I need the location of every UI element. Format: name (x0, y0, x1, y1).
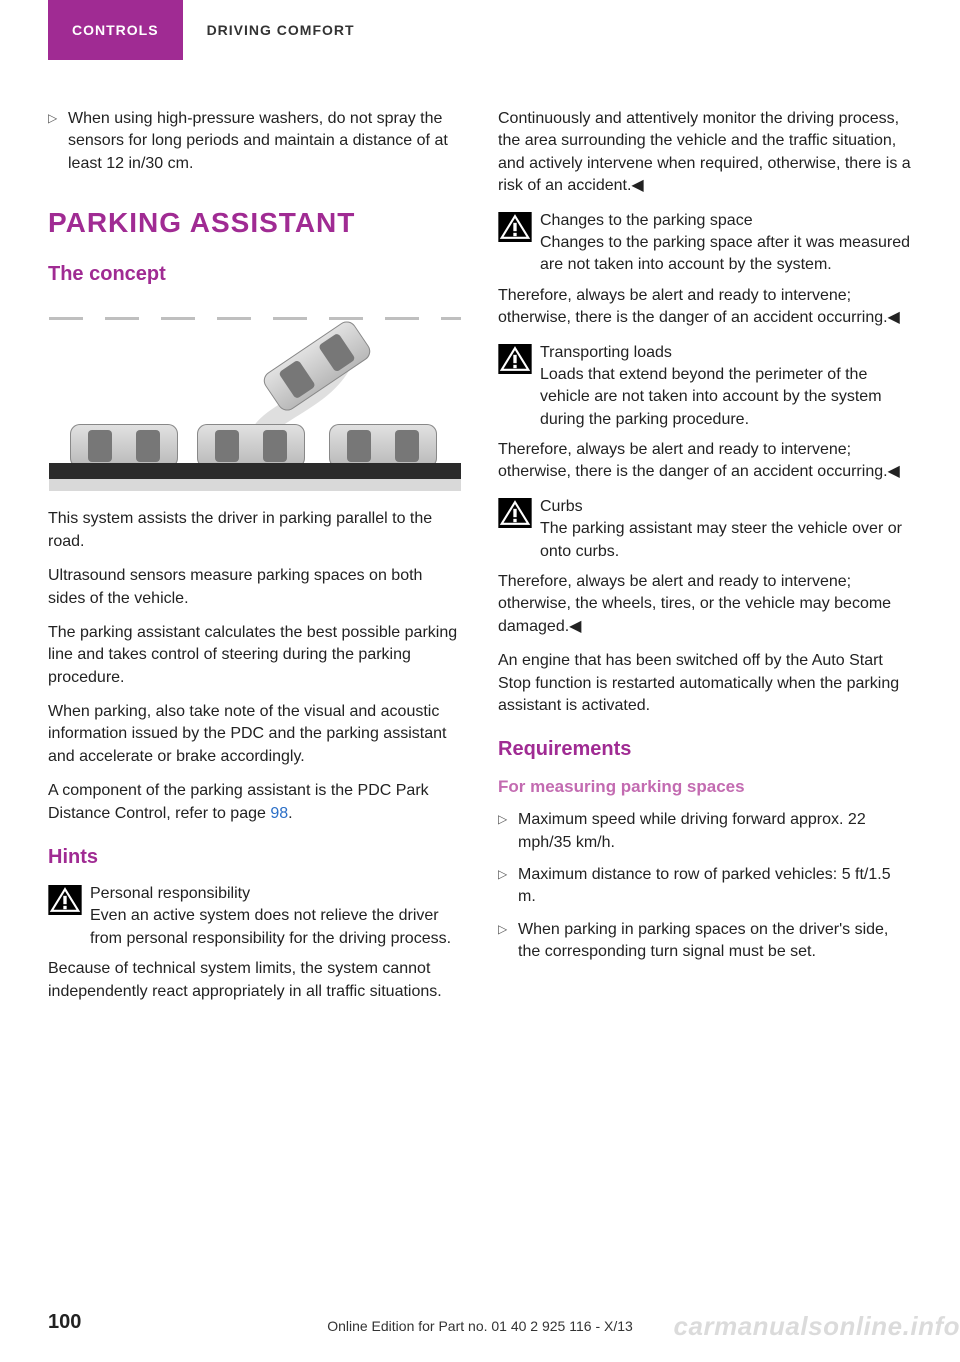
warning-block: Changes to the parking space Changes to … (498, 210, 912, 277)
warning-text: Changes to the parking space Changes to … (540, 210, 912, 277)
bullet-text: Maximum speed while driving forward appr… (518, 809, 912, 854)
text: A component of the parking assistant is … (48, 782, 429, 821)
list-item: ▷ When using high-pressure washers, do n… (48, 108, 462, 175)
heading-the-concept: The concept (48, 260, 462, 288)
bullet-text: When using high-pressure washers, do not… (68, 108, 462, 175)
warning-text: Transporting loads Loads that extend bey… (540, 342, 912, 432)
warning-body: Even an active system does not relieve t… (90, 907, 451, 946)
parking-concept-diagram (48, 300, 462, 494)
heading-measuring-spaces: For measuring parking spaces (498, 775, 912, 799)
paragraph: When parking, also take note of the visu… (48, 701, 462, 768)
list-item: ▷ Maximum distance to row of parked vehi… (498, 864, 912, 909)
list-item: ▷ Maximum speed while driving forward ap… (498, 809, 912, 854)
bullet-text: When parking in parking spaces on the dr… (518, 919, 912, 964)
paragraph: Therefore, always be alert and ready to … (498, 285, 912, 330)
car-parked-icon (197, 424, 305, 468)
car-parked-icon (70, 424, 178, 468)
warning-title: Transporting loads (540, 342, 912, 364)
bullet-text: Maximum distance to row of parked vehicl… (518, 864, 912, 909)
warning-block: Curbs The parking assistant may steer th… (498, 496, 912, 563)
warning-block: Personal responsibility Even an active s… (48, 883, 462, 950)
warning-triangle-icon (498, 212, 532, 242)
warning-triangle-icon (498, 498, 532, 528)
bullet-triangle-icon: ▷ (498, 864, 518, 886)
warning-triangle-icon (498, 344, 532, 374)
page: CONTROLS DRIVING COMFORT ▷ When using hi… (0, 0, 960, 1362)
warning-body: Loads that extend beyond the perimeter o… (540, 366, 882, 428)
warning-title: Curbs (540, 496, 912, 518)
car-parked-icon (329, 424, 437, 468)
heading-requirements: Requirements (498, 735, 912, 763)
warning-title: Changes to the parking space (540, 210, 912, 232)
warning-block: Transporting loads Loads that extend bey… (498, 342, 912, 432)
text: . (288, 805, 292, 822)
warning-title: Personal responsibility (90, 883, 462, 905)
header-tabs: CONTROLS DRIVING COMFORT (48, 0, 379, 60)
warning-text: Personal responsibility Even an active s… (90, 883, 462, 950)
paragraph: Therefore, always be alert and ready to … (498, 571, 912, 638)
warning-triangle-icon (48, 885, 82, 915)
warning-text: Curbs The parking assistant may steer th… (540, 496, 912, 563)
warning-body: Changes to the parking space after it wa… (540, 234, 910, 273)
paragraph: A component of the parking assistant is … (48, 780, 462, 825)
paragraph: Ultrasound sensors measure parking space… (48, 565, 462, 610)
content-columns: ▷ When using high-pressure washers, do n… (48, 0, 912, 1015)
page-link[interactable]: 98 (270, 805, 288, 822)
curb-icon (49, 463, 461, 479)
bullet-triangle-icon: ▷ (498, 919, 518, 941)
tab-controls: CONTROLS (48, 0, 183, 60)
paragraph: Because of technical system limits, the … (48, 958, 462, 1003)
right-column: Continuously and attentively monitor the… (498, 108, 912, 1015)
paragraph: Continuously and attentively monitor the… (498, 108, 912, 198)
warning-body: The parking assistant may steer the vehi… (540, 520, 902, 559)
paragraph: The parking assistant calculates the bes… (48, 622, 462, 689)
watermark: carmanualsonline.info (674, 1311, 960, 1342)
list-item: ▷ When parking in parking spaces on the … (498, 919, 912, 964)
tab-driving-comfort: DRIVING COMFORT (183, 0, 379, 60)
paragraph: Therefore, always be alert and ready to … (498, 439, 912, 484)
paragraph: This system assists the driver in parkin… (48, 508, 462, 553)
heading-hints: Hints (48, 843, 462, 871)
bullet-triangle-icon: ▷ (48, 108, 68, 130)
heading-parking-assistant: Parking assistant (48, 203, 462, 242)
paragraph: An engine that has been switched off by … (498, 650, 912, 717)
left-column: ▷ When using high-pressure washers, do n… (48, 108, 462, 1015)
bullet-triangle-icon: ▷ (498, 809, 518, 831)
